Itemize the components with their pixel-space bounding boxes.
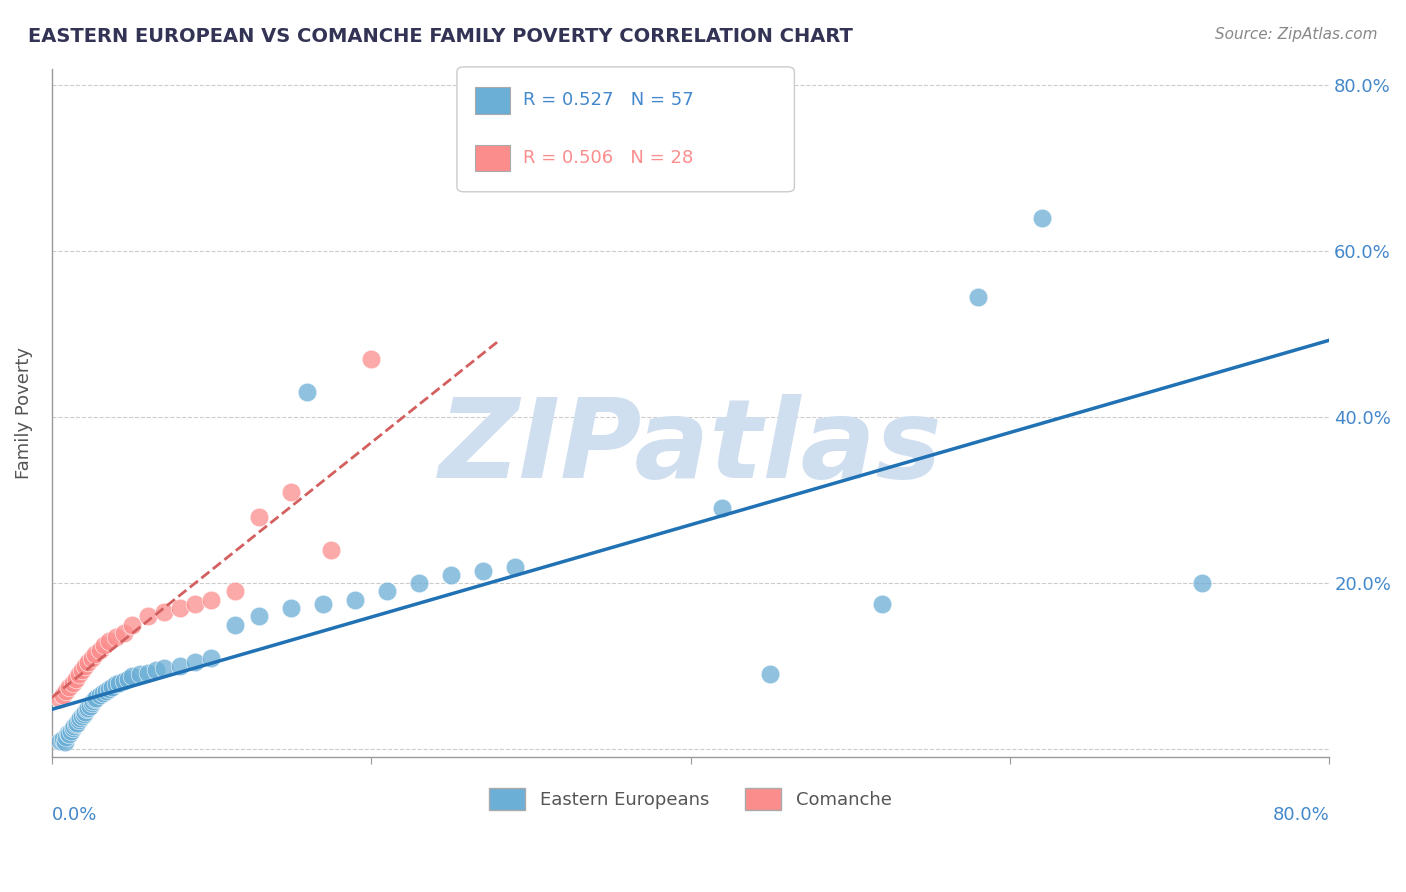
Point: [62, 722, 84, 736]
Text: Source: ZipAtlas.com: Source: ZipAtlas.com: [1215, 27, 1378, 42]
Point: [62, 675, 84, 690]
Point: [75, 659, 97, 673]
Point: [121, 669, 143, 683]
Point: [91, 686, 114, 700]
Point: [503, 559, 526, 574]
Point: [48, 692, 70, 706]
Text: R = 0.527   N = 57: R = 0.527 N = 57: [523, 91, 693, 109]
Point: [94, 684, 117, 698]
Point: [63, 719, 86, 733]
Point: [77, 655, 100, 669]
Point: [1031, 211, 1053, 225]
Point: [117, 672, 139, 686]
Point: [152, 605, 174, 619]
Point: [297, 385, 319, 400]
Point: [48, 733, 70, 747]
Point: [70, 709, 93, 723]
Point: [375, 584, 398, 599]
Point: [1191, 576, 1213, 591]
Point: [86, 690, 108, 705]
Point: [58, 727, 80, 741]
Point: [408, 576, 430, 591]
Text: ZIPatlas: ZIPatlas: [439, 394, 942, 501]
Point: [169, 601, 191, 615]
Point: [145, 663, 167, 677]
Point: [200, 650, 222, 665]
Point: [98, 634, 121, 648]
Point: [66, 715, 89, 730]
Point: [112, 674, 135, 689]
Point: [98, 682, 121, 697]
Point: [58, 680, 80, 694]
Legend: Eastern Europeans, Comanche: Eastern Europeans, Comanche: [482, 780, 898, 817]
Point: [104, 677, 127, 691]
Point: [89, 642, 111, 657]
Point: [759, 667, 782, 681]
Text: EASTERN EUROPEAN VS COMANCHE FAMILY POVERTY CORRELATION CHART: EASTERN EUROPEAN VS COMANCHE FAMILY POVE…: [28, 27, 853, 45]
Point: [184, 655, 207, 669]
Point: [471, 564, 494, 578]
Point: [53, 735, 76, 749]
Point: [870, 597, 893, 611]
Point: [344, 592, 367, 607]
Point: [59, 723, 82, 738]
Point: [967, 290, 990, 304]
Point: [112, 626, 135, 640]
Point: [280, 601, 302, 615]
Point: [76, 702, 98, 716]
Point: [65, 717, 87, 731]
Point: [121, 617, 143, 632]
Point: [184, 597, 207, 611]
Point: [169, 659, 191, 673]
Point: [200, 592, 222, 607]
Point: [321, 542, 343, 557]
Point: [67, 713, 90, 727]
Point: [89, 688, 111, 702]
Point: [75, 705, 97, 719]
Point: [93, 638, 115, 652]
Point: [360, 351, 382, 366]
Point: [128, 667, 150, 681]
Point: [52, 688, 75, 702]
Point: [224, 617, 246, 632]
Point: [247, 609, 270, 624]
Point: [70, 663, 93, 677]
Point: [83, 692, 105, 706]
Point: [55, 730, 77, 744]
Point: [79, 698, 101, 713]
Point: [108, 675, 131, 690]
Point: [82, 694, 104, 708]
Point: [101, 680, 124, 694]
Point: [67, 667, 90, 681]
Text: 80.0%: 80.0%: [1272, 805, 1329, 823]
Point: [69, 710, 91, 724]
Point: [224, 584, 246, 599]
Point: [83, 647, 105, 661]
Text: 0.0%: 0.0%: [52, 805, 97, 823]
Y-axis label: Family Poverty: Family Poverty: [15, 347, 32, 479]
Point: [104, 630, 127, 644]
Point: [80, 697, 103, 711]
Point: [73, 707, 96, 722]
Point: [247, 509, 270, 524]
Point: [711, 501, 734, 516]
Point: [55, 684, 77, 698]
Text: R = 0.506   N = 28: R = 0.506 N = 28: [523, 149, 693, 167]
Point: [440, 567, 463, 582]
Point: [136, 665, 159, 680]
Point: [77, 700, 100, 714]
Point: [152, 661, 174, 675]
Point: [312, 597, 335, 611]
Point: [280, 484, 302, 499]
Point: [56, 725, 79, 739]
Point: [136, 609, 159, 624]
Point: [65, 672, 87, 686]
Point: [52, 732, 75, 747]
Point: [80, 650, 103, 665]
